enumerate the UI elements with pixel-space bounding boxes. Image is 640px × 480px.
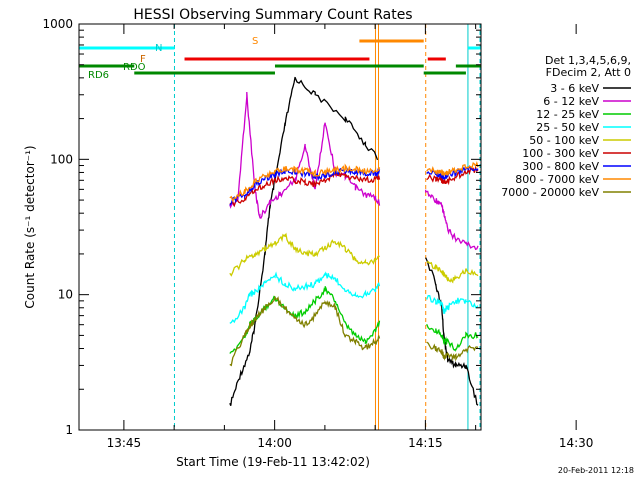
series-line-6-segment-2 [426, 165, 479, 181]
chart-title: HESSI Observing Summary Count Rates [133, 7, 412, 23]
series-line-5-segment-2 [426, 165, 479, 186]
y-tick-label-2: 100 [50, 152, 73, 166]
series-line-8-segment-2 [426, 341, 479, 362]
flag-label-s: S [252, 36, 258, 47]
series-line-0-segment-1 [229, 76, 379, 406]
series-line-1-segment-1 [229, 91, 381, 219]
legend-entry-label-6: 300 - 800 keV [522, 160, 599, 173]
series-lines [229, 76, 479, 406]
series-line-3-segment-1 [229, 271, 381, 324]
flag-label-rdo: RDO [123, 62, 146, 73]
series-line-2-segment-2 [426, 324, 479, 353]
legend-header-1: FDecim 2, Att 0 [546, 66, 631, 79]
series-line-2-segment-1 [229, 286, 381, 354]
series-line-1-segment-2 [425, 189, 479, 251]
series-line-4-segment-1 [229, 232, 380, 277]
flag-label-f: F [140, 54, 146, 65]
legend-entry-label-0: 3 - 6 keV [550, 82, 599, 95]
legend: Det 1,3,4,5,6,9,FDecim 2, Att 0 3 - 6 keV… [501, 54, 631, 199]
series-line-7-segment-2 [426, 160, 479, 177]
series-line-3-segment-2 [426, 295, 479, 314]
legend-entry-label-7: 800 - 7000 keV [515, 173, 599, 186]
legend-entry-label-8: 7000 - 20000 keV [501, 186, 599, 199]
x-tick-label-3: 14:30 [559, 436, 594, 450]
y-tick-label-3: 1000 [42, 17, 73, 31]
date-stamp: 20-Feb-2011 12:18 [558, 466, 634, 475]
series-line-5-segment-1 [229, 169, 381, 208]
series-line-4-segment-2 [426, 261, 479, 284]
legend-entry-label-1: 6 - 12 keV [543, 95, 599, 108]
plot-frame [78, 23, 482, 431]
x-axis-label: Start Time (19-Feb-11 13:42:02) [176, 455, 370, 469]
x-tick-label-0: 13:45 [107, 436, 142, 450]
state-flag-bars: NF S RDO RD6 [79, 36, 481, 81]
legend-header-0: Det 1,3,4,5,6,9, [545, 54, 631, 67]
plot-background [173, 24, 481, 430]
legend-entry-label-2: 12 - 25 keV [536, 108, 599, 121]
legend-entry-label-5: 100 - 300 keV [522, 147, 599, 160]
series-line-6-segment-1 [229, 167, 381, 206]
series-line-8-segment-1 [229, 295, 381, 367]
x-tick-label-1: 14:00 [257, 436, 292, 450]
axes: 110100100013:4514:0014:1514:3014:4515:00… [42, 17, 594, 450]
x-tick-label-2: 14:15 [408, 436, 443, 450]
flag-label-rd6: RD6 [88, 70, 109, 81]
y-tick-label-0: 1 [65, 423, 73, 437]
legend-entry-label-4: 50 - 100 keV [529, 134, 599, 147]
y-tick-label-1: 10 [58, 288, 73, 302]
y-axis-label: Count Rate (s⁻¹ detector⁻¹) [23, 145, 37, 308]
flag-label-n: N [155, 43, 162, 54]
series-line-7-segment-1 [229, 163, 381, 203]
legend-entry-label-3: 25 - 50 keV [536, 121, 599, 134]
